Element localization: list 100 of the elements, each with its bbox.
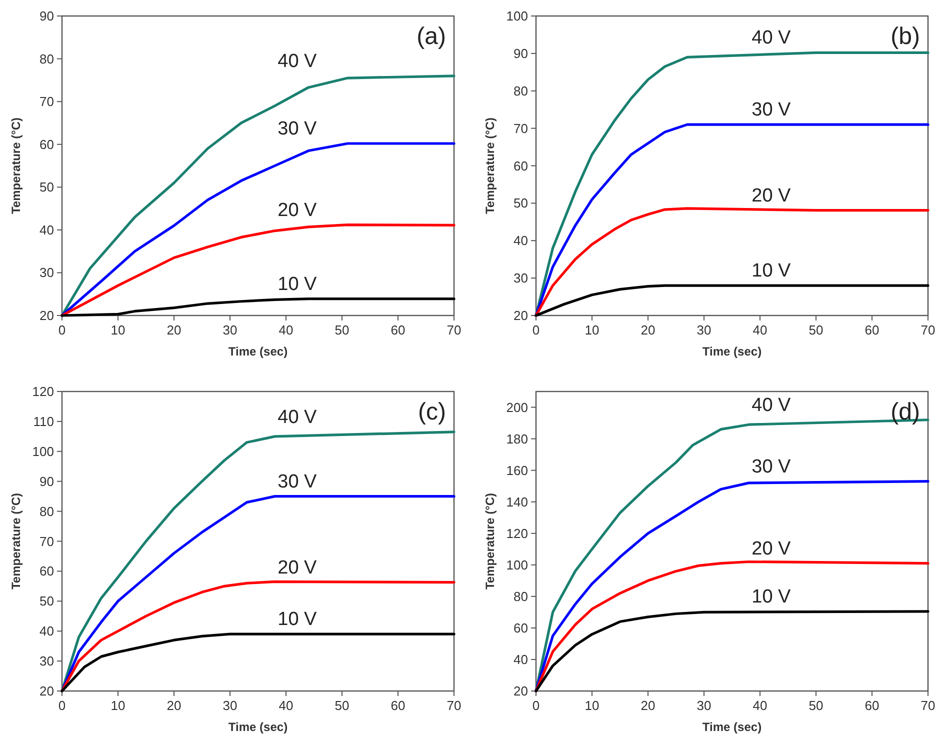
y-tick-label: 110 [33,414,54,429]
y-tick-label: 40 [40,222,54,238]
x-tick-label: 70 [446,698,462,713]
y-tick-label: 70 [40,534,54,549]
x-tick-label: 50 [808,322,824,338]
x-tick-label: 30 [696,322,712,338]
x-axis-title: Time (sec) [228,344,288,358]
x-tick-label: 10 [110,698,126,713]
x-tick-label: 60 [864,322,880,338]
y-axis-title: Temperature (°C) [9,492,23,590]
series-label: 20 V [752,185,792,206]
y-tick-label: 160 [506,462,528,478]
y-tick-label: 80 [514,83,528,98]
y-tick-label: 20 [40,308,54,323]
line-series [60,430,456,692]
line-series [60,223,456,317]
y-tick-label: 60 [514,158,528,174]
y-tick-label: 80 [40,51,54,66]
y-tick-label: 70 [514,120,528,136]
x-tick-label: 60 [390,322,406,338]
y-tick-label: 50 [40,594,54,609]
y-tick-label: 30 [40,654,54,669]
x-tick-label: 10 [110,322,126,338]
x-tick-label: 0 [58,322,66,338]
x-tick-label: 0 [532,698,540,713]
y-tick-label: 20 [40,684,54,698]
series-label: 40 V [278,406,318,428]
x-tick-label: 60 [390,698,406,713]
line-series [60,298,456,317]
x-tick-label: 10 [584,322,600,338]
series-label: 30 V [278,471,318,492]
y-tick-label: 90 [40,474,54,489]
line-series [60,580,456,692]
x-tick-label: 20 [166,322,182,338]
chart-title: (d) [890,398,920,426]
chart-title: (a) [416,23,446,50]
y-tick-label: 20 [514,308,528,323]
x-axis-title: Time (sec) [228,720,288,734]
x-tick-label: 60 [864,698,880,713]
line-series [60,142,456,317]
series-label: 20 V [278,557,318,578]
y-tick-label: 100 [506,557,528,572]
y-tick-label: 60 [514,620,528,636]
y-tick-label: 20 [514,684,528,698]
line-series [534,560,930,692]
x-tick-label: 70 [920,322,936,338]
y-tick-label: 100 [506,8,528,24]
x-tick-label: 0 [532,322,540,338]
x-tick-label: 30 [222,322,238,338]
y-tick-label: 40 [40,624,54,639]
x-tick-label: 70 [446,322,462,338]
y-tick-label: 120 [32,384,54,399]
x-tick-label: 70 [920,698,936,713]
x-axis-title: Time (sec) [702,344,762,358]
x-tick-label: 40 [278,322,294,338]
y-tick-label: 100 [32,444,54,459]
y-tick-label: 40 [514,233,528,248]
series-label: 30 V [752,100,792,121]
series-label: 30 V [752,456,792,478]
series-label: 20 V [278,200,318,222]
series-label: 10 V [278,609,318,630]
x-tick-label: 40 [278,698,294,713]
line-series [534,610,930,692]
y-axis-title: Temperature (°C) [9,117,23,214]
y-tick-label: 50 [514,196,528,211]
x-tick-label: 10 [584,698,600,713]
x-tick-label: 50 [808,698,824,713]
series-label: 40 V [752,28,792,49]
y-tick-label: 80 [514,588,528,604]
y-axis-title: Temperature (°C) [483,492,497,590]
series-label: 40 V [278,50,318,72]
series-label: 10 V [752,586,792,608]
line-series [534,284,930,317]
x-axis-title: Time (sec) [702,720,762,734]
series-label: 10 V [752,260,792,282]
series-label: 10 V [278,274,318,295]
line-series [60,74,456,317]
x-tick-label: 20 [640,322,656,338]
y-tick-label: 90 [514,46,528,61]
y-tick-label: 60 [40,136,54,152]
line-series [534,123,930,317]
y-tick-label: 120 [506,526,528,541]
y-tick-label: 30 [514,270,528,286]
x-tick-label: 30 [696,698,712,713]
line-series [534,207,930,317]
x-tick-label: 40 [752,322,768,338]
y-axis-title: Temperature (°C) [483,117,497,214]
x-tick-label: 50 [334,698,350,713]
y-tick-label: 40 [514,652,528,667]
x-tick-label: 50 [334,322,350,338]
x-tick-label: 0 [58,698,66,713]
series-label: 40 V [752,394,792,416]
line-series [534,480,930,692]
x-tick-label: 20 [640,698,656,713]
x-tick-label: 40 [752,698,768,713]
x-tick-label: 20 [166,698,182,713]
y-tick-label: 30 [40,265,54,280]
y-tick-label: 50 [40,180,54,195]
y-tick-label: 90 [40,8,54,24]
x-tick-label: 30 [222,698,238,713]
